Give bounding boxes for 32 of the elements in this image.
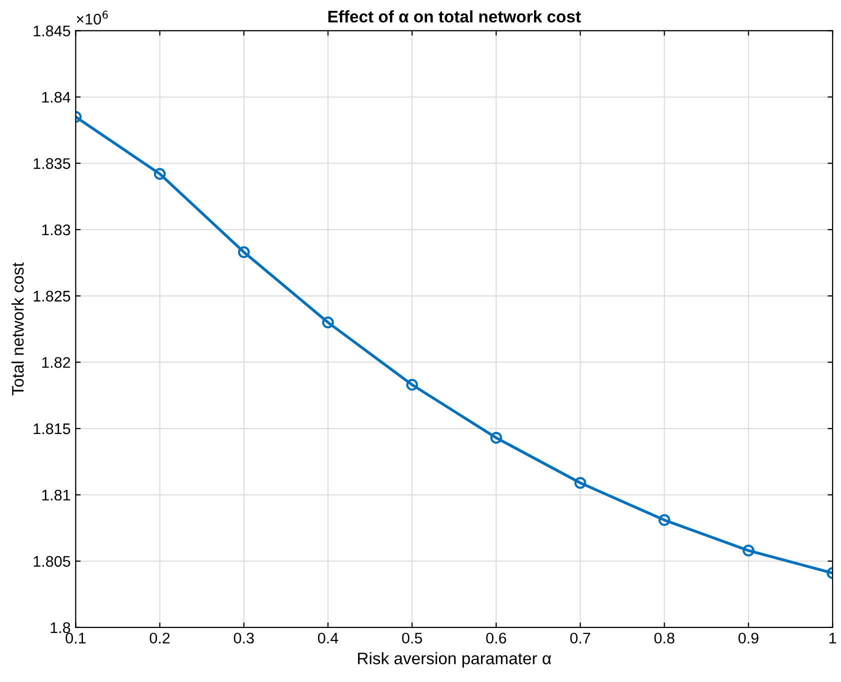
point [658, 514, 670, 526]
x-tick-label: 0.2 [150, 632, 170, 644]
point [406, 378, 418, 391]
point [322, 316, 334, 328]
point [490, 432, 502, 444]
x-tick-label: 1 [830, 632, 836, 644]
chart-title: Effect of α on total network cost [328, 10, 581, 23]
y-tick-label: 1.845 [34, 26, 70, 36]
y-tick-label: 1.8 [50, 622, 70, 634]
y-tick-label: 1.835 [34, 158, 70, 169]
y-tick-label: 1.805 [34, 556, 70, 567]
x-tick-label: 0.1 [66, 632, 86, 644]
point [574, 476, 586, 489]
point [742, 544, 754, 556]
x-tick-label: 0.8 [654, 632, 674, 644]
x-axis-title: Risk aversion paramater α [358, 652, 552, 668]
x-tick-label: 0.3 [234, 632, 254, 644]
x-tick-label: 0.7 [570, 632, 590, 644]
x-tick-label: 0.6 [486, 632, 506, 644]
point [154, 168, 166, 180]
y-tick-label: 1.83 [42, 224, 70, 236]
y-tick-label: 1.81 [42, 490, 70, 501]
y-tick-label: 1.825 [34, 290, 70, 302]
y-tick-label: 1.815 [34, 423, 70, 434]
text: ×10$^{6}$ [76, 10, 108, 25]
x-tick-label: 0.5 [402, 632, 422, 644]
point [238, 246, 250, 258]
x-tick-label: 0.4 [318, 632, 338, 644]
y-tick-label: 1.84 [42, 92, 70, 103]
x-tick-label: 0.9 [738, 632, 758, 644]
y-tick-label: 1.82 [42, 357, 70, 368]
y-axis-title: Total network cost [12, 262, 24, 396]
